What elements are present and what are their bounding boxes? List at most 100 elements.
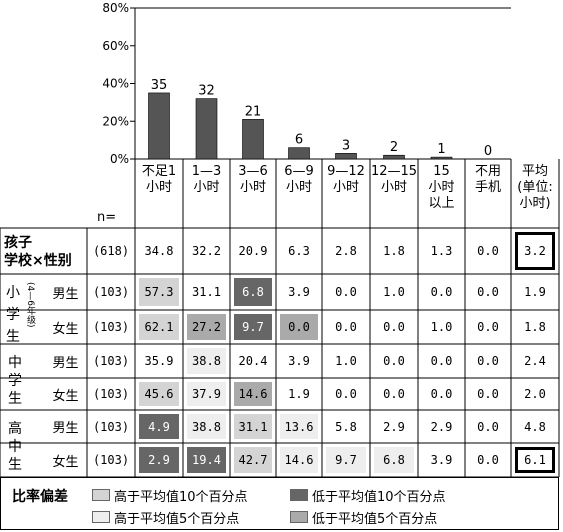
table-cell: 0.0 bbox=[430, 285, 453, 299]
table-cell: 62.1 bbox=[139, 314, 179, 340]
row-n: (103) bbox=[92, 419, 130, 434]
table-cell: 35.9 bbox=[144, 354, 174, 368]
table-cell: 27.2 bbox=[187, 314, 226, 340]
legend-swatch bbox=[290, 511, 308, 523]
bar bbox=[383, 154, 405, 160]
group-label: 中 bbox=[8, 355, 22, 371]
table-cell: 0.0 bbox=[477, 419, 499, 434]
row-n: (618) bbox=[92, 244, 130, 258]
legend-label: 高于平均值10个百分点 bbox=[114, 490, 248, 505]
table-cell: 6.3 bbox=[288, 244, 310, 258]
row-sex-label: 男生 bbox=[52, 355, 79, 371]
column-header-line: 手机 bbox=[474, 180, 501, 195]
bar-value-label: 2 bbox=[390, 140, 398, 155]
column-header-line: 3—6 bbox=[238, 164, 268, 179]
table-cell: 38.8 bbox=[187, 348, 226, 374]
table-cell: 6.8 bbox=[374, 447, 414, 473]
table-cell: 9.7 bbox=[234, 314, 272, 340]
row-n: (103) bbox=[92, 453, 130, 467]
table-cell: 6.1 bbox=[515, 447, 555, 473]
table-cell: 1.0 bbox=[383, 285, 405, 299]
table-cell: 0.0 bbox=[477, 320, 499, 334]
table-cell: 1.9 bbox=[524, 285, 546, 299]
table-cell: 0.0 bbox=[280, 314, 318, 340]
row-n: (103) bbox=[92, 320, 130, 334]
column-header-line: 小时 bbox=[145, 180, 172, 195]
row-sex-label: 女生 bbox=[52, 454, 79, 470]
bar-value-label: 35 bbox=[151, 78, 168, 93]
bar-value-label: 0 bbox=[484, 144, 492, 159]
table-cell: 0.0 bbox=[430, 354, 453, 368]
column-header-line: 9—12 bbox=[327, 164, 365, 179]
row-n: (103) bbox=[92, 285, 130, 299]
column-header: 平均 (单位: 小时) bbox=[511, 164, 559, 212]
table-cell: 6.8 bbox=[234, 278, 272, 306]
table-cell: 3.9 bbox=[288, 285, 310, 299]
table-cell: 1.3 bbox=[430, 244, 453, 258]
legend-swatch bbox=[290, 489, 308, 501]
legend-label: 高于平均值5个百分点 bbox=[114, 512, 240, 527]
table-cell: 5.8 bbox=[335, 419, 357, 434]
row-n: (103) bbox=[92, 387, 130, 401]
column-header-line: (单位: bbox=[517, 180, 553, 195]
table-cell: 31.1 bbox=[234, 414, 272, 439]
table-cell: 3.2 bbox=[515, 232, 555, 270]
y-tick-label: 40% bbox=[102, 77, 129, 91]
column-header-line: 1—3 bbox=[191, 164, 222, 179]
group-label: 学 bbox=[6, 307, 20, 323]
row-sex-label: 男生 bbox=[52, 286, 79, 302]
table-cell: 1.8 bbox=[383, 244, 405, 258]
group-label: 学 bbox=[8, 373, 22, 389]
row-n: (103) bbox=[92, 354, 130, 368]
bar bbox=[148, 92, 170, 160]
table-cell: 20.9 bbox=[238, 244, 268, 258]
column-header: 6—9 小时 bbox=[276, 164, 322, 196]
column-header-line: 6—9 bbox=[284, 164, 314, 179]
column-header-line: 15 bbox=[433, 164, 450, 179]
table-cell: 14.6 bbox=[280, 447, 318, 473]
column-header-line: 小时 bbox=[239, 180, 266, 195]
bar bbox=[195, 98, 218, 160]
table-cell: 1.9 bbox=[288, 387, 310, 401]
table-cell: 20.4 bbox=[238, 354, 268, 368]
column-header: 不足1 小时 bbox=[135, 164, 183, 196]
table-cell: 0.0 bbox=[477, 285, 499, 299]
column-header: 15 小时 以上 bbox=[418, 164, 465, 212]
table-cell: 0.0 bbox=[477, 354, 499, 368]
legend-box bbox=[0, 477, 559, 530]
column-header: 12—15 小时 bbox=[370, 164, 418, 196]
column-header-line: 小时 bbox=[193, 180, 220, 195]
legend-swatch bbox=[92, 489, 110, 501]
table-cell: 38.8 bbox=[187, 414, 226, 439]
table-cell: 3.9 bbox=[288, 354, 310, 368]
table-cell: 0.0 bbox=[477, 244, 499, 258]
column-header-line: 小时 bbox=[285, 180, 312, 195]
table-cell: 2.4 bbox=[524, 354, 546, 368]
group-label: 生 bbox=[8, 457, 22, 473]
column-header-line: 以上 bbox=[428, 196, 455, 211]
table-cell: 14.6 bbox=[234, 382, 272, 406]
column-header: 9—12 小时 bbox=[322, 164, 370, 196]
table-cell: 0.0 bbox=[430, 387, 453, 401]
table-cell: 32.2 bbox=[192, 244, 221, 258]
table-cell: 0.0 bbox=[383, 320, 405, 334]
column-header-line: 小时 bbox=[332, 180, 359, 195]
table-cell: 0.0 bbox=[477, 453, 499, 467]
table-cell: 34.8 bbox=[144, 244, 174, 258]
bar bbox=[335, 153, 357, 160]
primary-grade-note: (4—6年级) bbox=[25, 282, 35, 328]
legend-label: 低于平均值5个百分点 bbox=[312, 512, 438, 527]
table-cell: 42.7 bbox=[234, 447, 272, 473]
table-cell: 1.0 bbox=[430, 320, 453, 334]
table-cell: 0.0 bbox=[383, 387, 405, 401]
group-label: 中 bbox=[8, 439, 22, 455]
bar-value-label: 3 bbox=[342, 138, 350, 153]
table-cell: 57.3 bbox=[139, 278, 179, 306]
bar bbox=[288, 147, 310, 160]
y-tick-label: 20% bbox=[102, 114, 129, 128]
table-cell: 3.9 bbox=[430, 453, 453, 467]
table-cell: 2.0 bbox=[524, 387, 546, 401]
bar-value-label: 32 bbox=[198, 84, 215, 99]
